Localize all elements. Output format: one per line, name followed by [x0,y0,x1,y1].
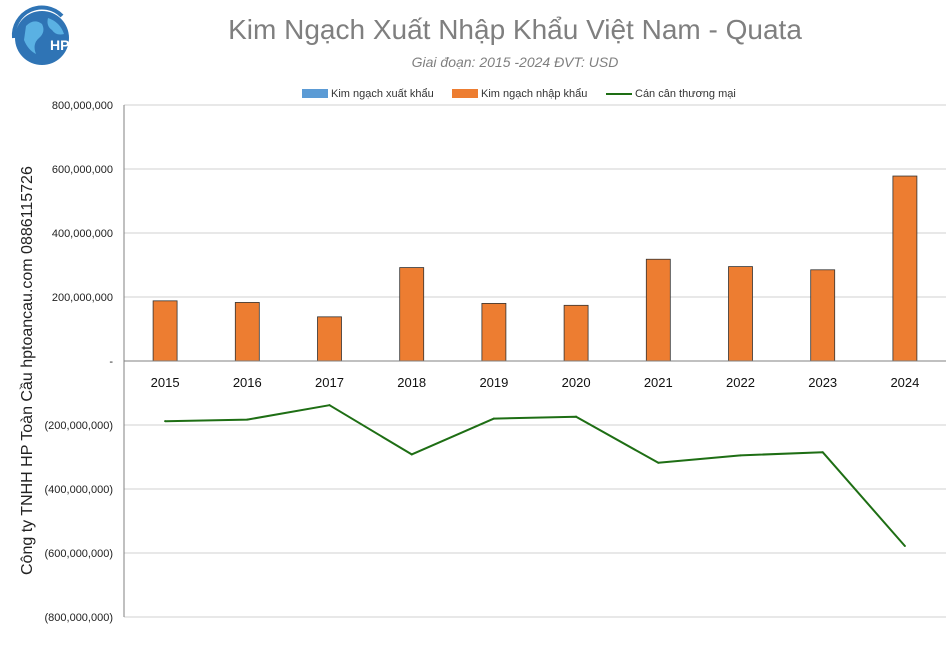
import-bars [152,175,918,362]
balance-point-2016 [246,418,249,421]
import-bar-2021 [645,258,671,362]
balance-point-2015 [164,420,167,423]
y-tick-label: 200,000,000 [52,292,113,304]
y-tick-label: - [109,356,113,368]
import-bar-2019 [481,302,507,362]
legend-label-balance: Cán cân thương mại [635,88,736,100]
legend-swatch-import [452,89,478,98]
x-tick-label: 2021 [644,375,673,390]
balance-point-2017 [328,404,331,407]
x-tick-label: 2019 [479,375,508,390]
logo-text: HP [50,37,69,53]
balance-point-2020 [575,415,578,418]
import-bar-2018 [399,267,425,362]
balance-point-2023 [821,451,824,454]
import-bar-2023 [810,269,836,362]
x-tick-label: 2022 [726,375,755,390]
chart-legend: Kim ngạch xuất khẩu Kim ngạch nhập khẩu … [302,88,736,100]
legend-label-export: Kim ngạch xuất khẩu [331,88,434,100]
x-tick-label: 2016 [233,375,262,390]
balance-point-2024 [903,544,906,547]
import-bar-2017 [317,316,342,362]
x-tick-label: 2015 [151,375,180,390]
y-axis-ticks: 800,000,000 600,000,000 400,000,000 200,000… [45,100,114,624]
y-tick-label: 400,000,000 [52,228,113,240]
y-tick-label: 600,000,000 [52,164,113,176]
y-tick-label: (400,000,000) [45,484,114,496]
legend-swatch-export [302,89,328,98]
import-bar-2016 [234,302,260,362]
axes [123,105,946,617]
balance-line [165,404,906,547]
y-tick-label: (800,000,000) [45,612,114,624]
x-tick-label: 2024 [890,375,919,390]
x-tick-label: 2023 [808,375,837,390]
balance-point-2018 [410,453,413,456]
balance-line-series [164,404,906,547]
balance-point-2022 [739,454,742,457]
import-bar-2024 [892,175,918,362]
y-tick-label: (200,000,000) [45,420,114,432]
import-bar-2015 [152,300,178,362]
chart-title: Kim Ngạch Xuất Nhập Khẩu Việt Nam - Quat… [228,14,802,45]
balance-point-2019 [492,417,495,420]
import-bar-2022 [728,266,753,362]
y-tick-label: 800,000,000 [52,100,113,112]
x-tick-label: 2020 [562,375,591,390]
x-tick-label: 2018 [397,375,426,390]
import-bar-2020 [563,304,589,362]
y-tick-label: (600,000,000) [45,548,114,560]
x-axis-ticks: 2015 2016 2017 2018 2019 2020 2021 2022 2023 2024 [151,375,920,390]
balance-point-2021 [657,461,660,464]
x-tick-label: 2017 [315,375,344,390]
legend-label-import: Kim ngạch nhập khẩu [481,88,587,100]
chart-subtitle: Giai đoạn: 2015 -2024 ĐVT: USD [411,54,619,70]
company-logo: HP [11,5,69,65]
grid-lines [124,104,946,618]
